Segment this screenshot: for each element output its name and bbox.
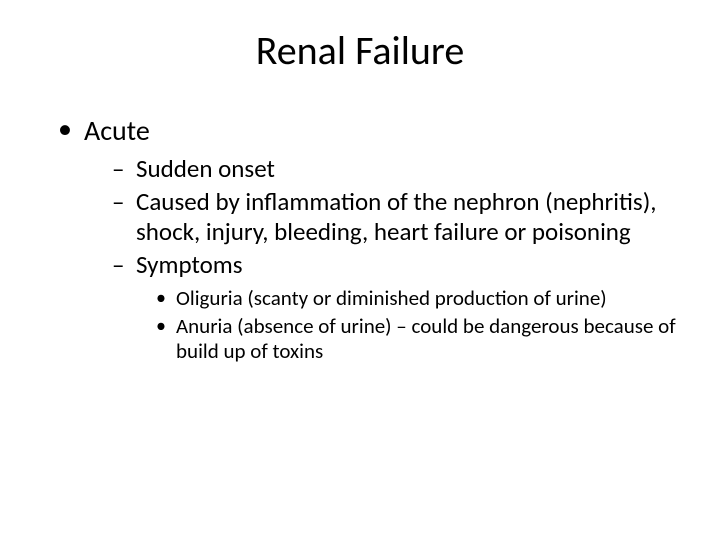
list-item: Caused by inflammation of the nephron (n…: [112, 187, 680, 248]
list-item: Oliguria (scanty or diminished productio…: [156, 286, 680, 312]
bullet-text-l2: Sudden onset: [136, 153, 275, 184]
bullet-text-l1: Acute: [84, 113, 150, 148]
slide: Renal Failure Acute Sudden onset Caused …: [0, 0, 720, 540]
bullet-list-level2: Sudden onset Caused by inflammation of t…: [84, 154, 680, 365]
list-item: Sudden onset: [112, 154, 680, 185]
bullet-list-level1: Acute Sudden onset Caused by inflammatio…: [40, 113, 680, 365]
bullet-text-l3: Oliguria (scanty or diminished productio…: [176, 285, 607, 311]
bullet-text-l3: Anuria (absence of urine) – could be dan…: [176, 313, 676, 365]
list-item: Symptoms Oliguria (scanty or diminished …: [112, 250, 680, 365]
bullet-text-l2: Symptoms: [136, 249, 243, 280]
list-item: Anuria (absence of urine) – could be dan…: [156, 314, 680, 365]
bullet-text-l2: Caused by inflammation of the nephron (n…: [136, 186, 657, 248]
list-item: Acute Sudden onset Caused by inflammatio…: [58, 113, 680, 365]
bullet-list-level3: Oliguria (scanty or diminished productio…: [136, 286, 680, 365]
slide-title: Renal Failure: [40, 26, 680, 75]
